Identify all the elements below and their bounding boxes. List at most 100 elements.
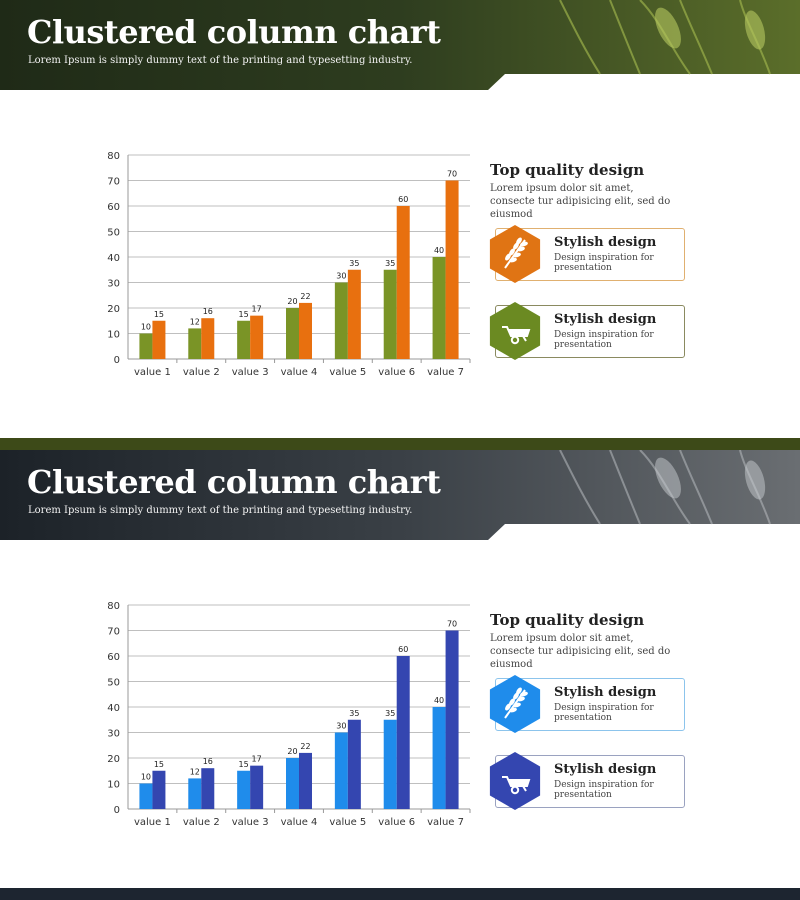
header-background: [0, 450, 800, 540]
card-text: Design inspiration for presentation: [554, 253, 654, 273]
x-tick-label: value 3: [232, 367, 269, 378]
data-label: 12: [190, 317, 200, 326]
info-text: Lorem ipsum dolor sit amet, consecte tur…: [490, 183, 671, 220]
bar: [286, 758, 299, 809]
card-text: Design inspiration for presentation: [554, 780, 654, 800]
data-label: 30: [336, 272, 346, 281]
y-tick-label: 50: [107, 678, 120, 689]
data-label: 35: [385, 259, 395, 268]
y-tick-label: 80: [107, 151, 120, 162]
data-label: 22: [300, 742, 310, 751]
data-label: 10: [141, 323, 151, 332]
bar: [139, 783, 153, 809]
data-label: 15: [239, 310, 249, 319]
data-label: 70: [447, 170, 457, 179]
y-tick-label: 60: [107, 652, 120, 663]
data-label: 35: [349, 709, 359, 718]
bar: [139, 333, 153, 359]
x-tick-label: value 4: [281, 817, 318, 828]
y-tick-label: 10: [107, 330, 120, 341]
card-text: Design inspiration for presentation: [554, 330, 654, 350]
slide-header: Clustered column chart Lorem Ipsum is si…: [0, 450, 800, 540]
data-label: 70: [447, 620, 457, 629]
y-tick-label: 60: [107, 202, 120, 213]
bar: [152, 770, 166, 809]
slide-separator-band: [0, 438, 800, 450]
bar: [299, 752, 312, 809]
bar: [432, 257, 446, 359]
info-title: Top quality design: [490, 161, 645, 179]
slide-title: Clustered column chart: [27, 13, 441, 51]
y-tick-label: 70: [107, 627, 120, 638]
x-tick-label: value 2: [183, 817, 220, 828]
data-label: 60: [398, 645, 408, 654]
data-label: 60: [398, 195, 408, 204]
x-tick-label: value 6: [378, 817, 415, 828]
wheat-icon: [489, 675, 541, 733]
bar: [188, 328, 202, 359]
data-label: 15: [154, 310, 164, 319]
card-title: Stylish design: [554, 762, 657, 777]
data-label: 16: [203, 757, 213, 766]
x-tick-label: value 3: [232, 817, 269, 828]
data-label: 20: [287, 747, 297, 756]
slide: Clustered column chart Lorem Ipsum is si…: [0, 0, 800, 438]
bar: [188, 778, 202, 809]
y-tick-label: 40: [107, 703, 120, 714]
data-label: 22: [300, 292, 310, 301]
bar: [445, 180, 459, 359]
card-text: Design inspiration for presentation: [554, 703, 654, 723]
slide-subtitle: Lorem Ipsum is simply dummy text of the …: [28, 55, 413, 66]
bar: [250, 765, 264, 809]
x-tick-label: value 7: [427, 367, 464, 378]
card-title: Stylish design: [554, 312, 657, 327]
y-tick-label: 70: [107, 177, 120, 188]
bar: [432, 707, 446, 809]
y-tick-label: 0: [114, 805, 120, 816]
bar: [286, 308, 299, 359]
data-label: 30: [336, 722, 346, 731]
info-title: Top quality design: [490, 611, 645, 629]
y-tick-label: 30: [107, 729, 120, 740]
y-tick-label: 40: [107, 253, 120, 264]
slide: Clustered column chart Lorem Ipsum is si…: [0, 450, 800, 888]
y-tick-label: 10: [107, 780, 120, 791]
bar: [201, 768, 215, 809]
info-text: Lorem ipsum dolor sit amet, consecte tur…: [490, 633, 671, 670]
wheat-icon: [489, 225, 541, 283]
data-label: 20: [287, 297, 297, 306]
data-label: 15: [154, 760, 164, 769]
x-tick-label: value 2: [183, 367, 220, 378]
bar: [383, 269, 397, 359]
y-tick-label: 0: [114, 355, 120, 366]
bar: [201, 318, 215, 359]
x-tick-label: value 5: [329, 367, 366, 378]
bar: [396, 656, 410, 809]
bar: [334, 282, 348, 359]
x-tick-label: value 6: [378, 367, 415, 378]
x-tick-label: value 7: [427, 817, 464, 828]
bar: [445, 630, 459, 809]
data-label: 12: [190, 767, 200, 776]
y-tick-label: 20: [107, 304, 120, 315]
x-tick-label: value 4: [281, 367, 318, 378]
slide-subtitle: Lorem Ipsum is simply dummy text of the …: [28, 505, 413, 516]
bar: [334, 732, 348, 809]
bar: [299, 302, 312, 359]
data-label: 17: [252, 305, 262, 314]
bottom-band: [0, 888, 800, 900]
bar: [237, 770, 251, 809]
bar: [237, 320, 251, 359]
data-label: 35: [349, 259, 359, 268]
wheelbarrow-icon: [489, 752, 541, 810]
data-label: 15: [239, 760, 249, 769]
y-tick-label: 80: [107, 601, 120, 612]
y-tick-label: 30: [107, 279, 120, 290]
y-tick-label: 50: [107, 228, 120, 239]
bar: [347, 269, 361, 359]
data-label: 35: [385, 709, 395, 718]
card-title: Stylish design: [554, 235, 657, 250]
data-label: 40: [434, 246, 444, 255]
